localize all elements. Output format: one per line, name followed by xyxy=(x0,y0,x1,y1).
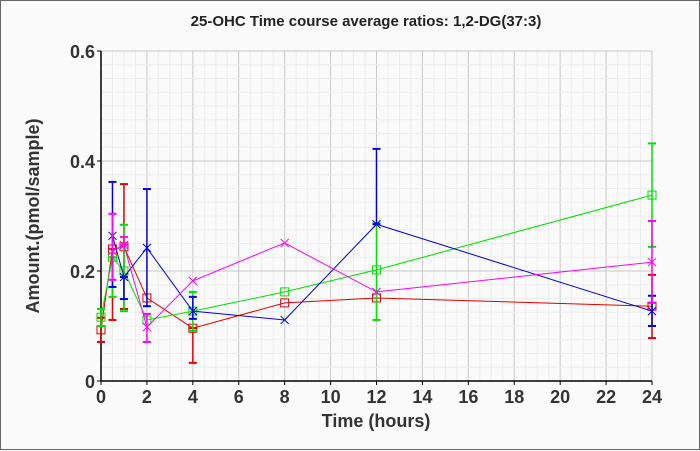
x-tick-label: 2 xyxy=(142,387,152,407)
x-tick-label: 22 xyxy=(596,387,616,407)
x-tick-label: 24 xyxy=(642,387,662,407)
data-point xyxy=(142,322,152,332)
data-point xyxy=(372,219,381,229)
x-axis-label: Time (hours) xyxy=(322,411,431,431)
data-point xyxy=(119,266,129,276)
x-tick-label: 8 xyxy=(280,387,290,407)
chart-title: 25-OHC Time course average ratios: 1,2-D… xyxy=(191,13,542,30)
marker-stroke xyxy=(142,322,152,332)
marker-stroke xyxy=(142,243,152,253)
x-tick-label: 0 xyxy=(96,387,106,407)
marker-stroke xyxy=(188,276,198,286)
x-tick-label: 12 xyxy=(366,387,386,407)
x-tick-label: 14 xyxy=(412,387,432,407)
data-point xyxy=(96,312,106,322)
data-point xyxy=(280,298,290,308)
y-axis-label: Amount.(pmol/sample) xyxy=(23,118,43,313)
series-line xyxy=(100,194,653,321)
marker-stroke xyxy=(372,219,381,229)
data-point xyxy=(188,306,198,316)
data-point xyxy=(280,287,290,297)
data-point xyxy=(108,246,117,256)
x-tick-label: 10 xyxy=(321,387,341,407)
marker-stroke xyxy=(647,306,657,316)
marker-stroke xyxy=(280,238,290,248)
y-tick-label: 0 xyxy=(85,372,95,392)
y-tick-label: 0.6 xyxy=(70,42,95,62)
grid xyxy=(100,50,653,382)
data-point xyxy=(188,276,198,286)
x-tick-label: 18 xyxy=(504,387,524,407)
data-point xyxy=(372,287,381,297)
data-point xyxy=(119,272,129,282)
marker-stroke xyxy=(372,287,381,297)
marker-stroke xyxy=(119,272,129,282)
marker-stroke xyxy=(188,306,198,316)
series-magenta xyxy=(108,212,657,343)
y-tick-label: 0.4 xyxy=(70,152,95,172)
data-point xyxy=(647,257,657,267)
data-point xyxy=(647,306,657,316)
x-tick-label: 16 xyxy=(458,387,478,407)
series-group xyxy=(96,142,657,364)
y-tick-label: 0.2 xyxy=(70,262,95,282)
data-point xyxy=(280,315,290,325)
marker-stroke xyxy=(647,257,657,267)
x-tick-label: 6 xyxy=(234,387,244,407)
data-point xyxy=(119,240,129,250)
x-tick-label: 4 xyxy=(188,387,198,407)
data-point xyxy=(280,238,290,248)
data-point xyxy=(372,265,381,275)
data-point xyxy=(142,243,152,253)
marker-stroke xyxy=(119,240,129,250)
marker-stroke xyxy=(280,315,290,325)
marker-stroke xyxy=(108,246,117,256)
data-point xyxy=(647,190,657,200)
x-tick-label: 20 xyxy=(550,387,570,407)
